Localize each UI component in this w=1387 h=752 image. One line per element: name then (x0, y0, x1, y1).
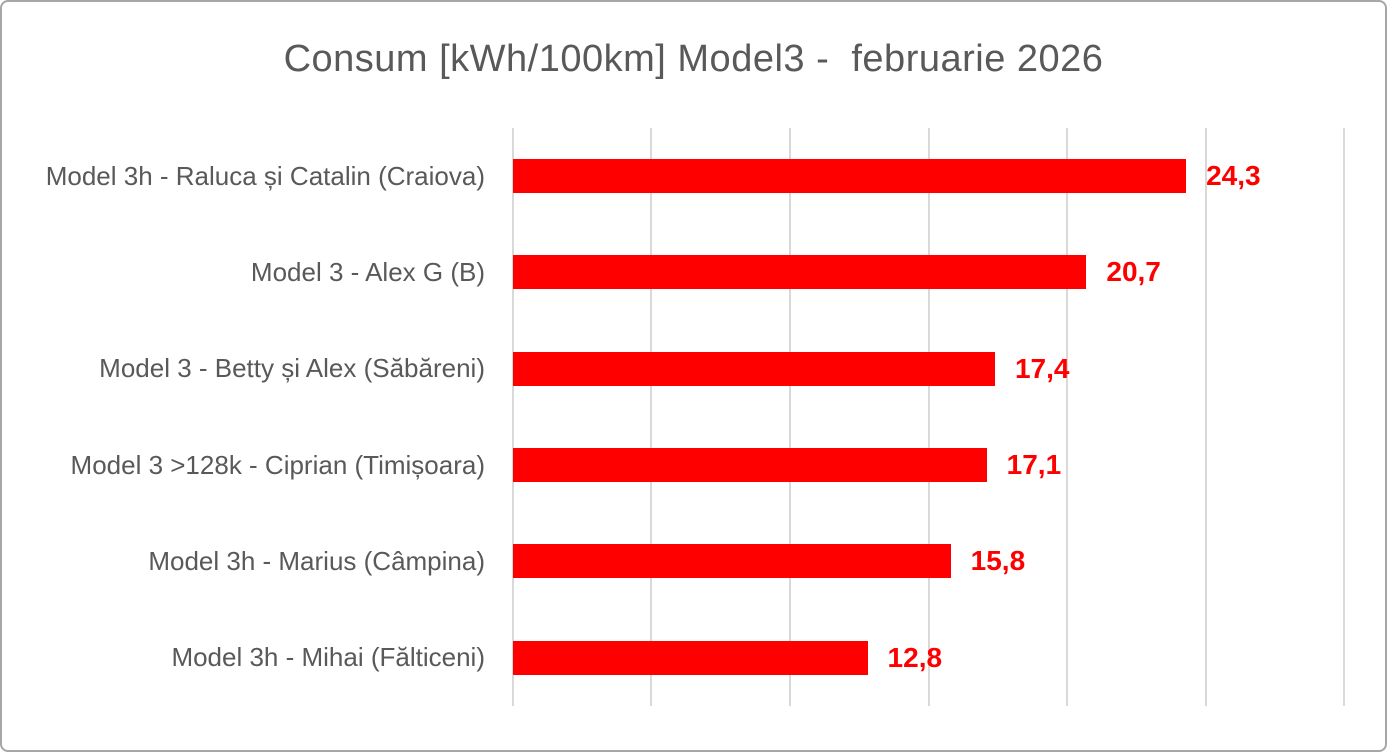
chart-title: Consum [kWh/100km] Model3 - februarie 20… (283, 38, 1104, 80)
gridline-20 (1065, 128, 1068, 706)
category-label: Model 3 - Alex G (B) (250, 256, 485, 287)
plot-area: 24,3 20,7 17,4 17,1 15,8 12,8 (512, 128, 1345, 706)
value-label: 17,4 (1014, 352, 1070, 384)
gridline-10 (788, 128, 791, 706)
gridline-30 (1343, 128, 1345, 706)
category-label: Model 3h - Raluca și Catalin (Craiova) (45, 160, 485, 191)
bar-row: 24,3 (513, 128, 1344, 224)
bar (513, 351, 995, 386)
value-label: 12,8 (887, 641, 943, 673)
value-label: 24,3 (1206, 160, 1261, 192)
value-label: 15,8 (970, 545, 1026, 577)
bar (513, 255, 1087, 290)
gridline-25 (1204, 128, 1207, 706)
bar-row: 17,4 (513, 321, 1344, 417)
category-label: Model 3h - Marius (Câmpina) (148, 545, 485, 576)
gridline-0 (512, 128, 514, 706)
bar (513, 640, 868, 675)
bar (513, 544, 951, 579)
bar-row: 15,8 (513, 513, 1344, 609)
bar (513, 159, 1187, 194)
bar-row: 12,8 (513, 610, 1344, 706)
value-label: 17,1 (1006, 449, 1062, 481)
value-label: 20,7 (1106, 256, 1161, 288)
gridline-5 (650, 128, 653, 706)
bar-row: 20,7 (513, 224, 1344, 320)
bar (513, 448, 987, 483)
category-axis: Model 3h - Raluca și Catalin (Craiova) Mo… (2, 128, 499, 706)
category-label: Model 3 >128k - Ciprian (Timișoara) (70, 449, 485, 480)
category-label: Model 3 - Betty și Alex (Săbăreni) (99, 353, 485, 384)
bar-row: 17,1 (513, 417, 1344, 513)
category-label: Model 3h - Mihai (Fălticeni) (171, 642, 485, 673)
gridline-15 (927, 128, 930, 706)
